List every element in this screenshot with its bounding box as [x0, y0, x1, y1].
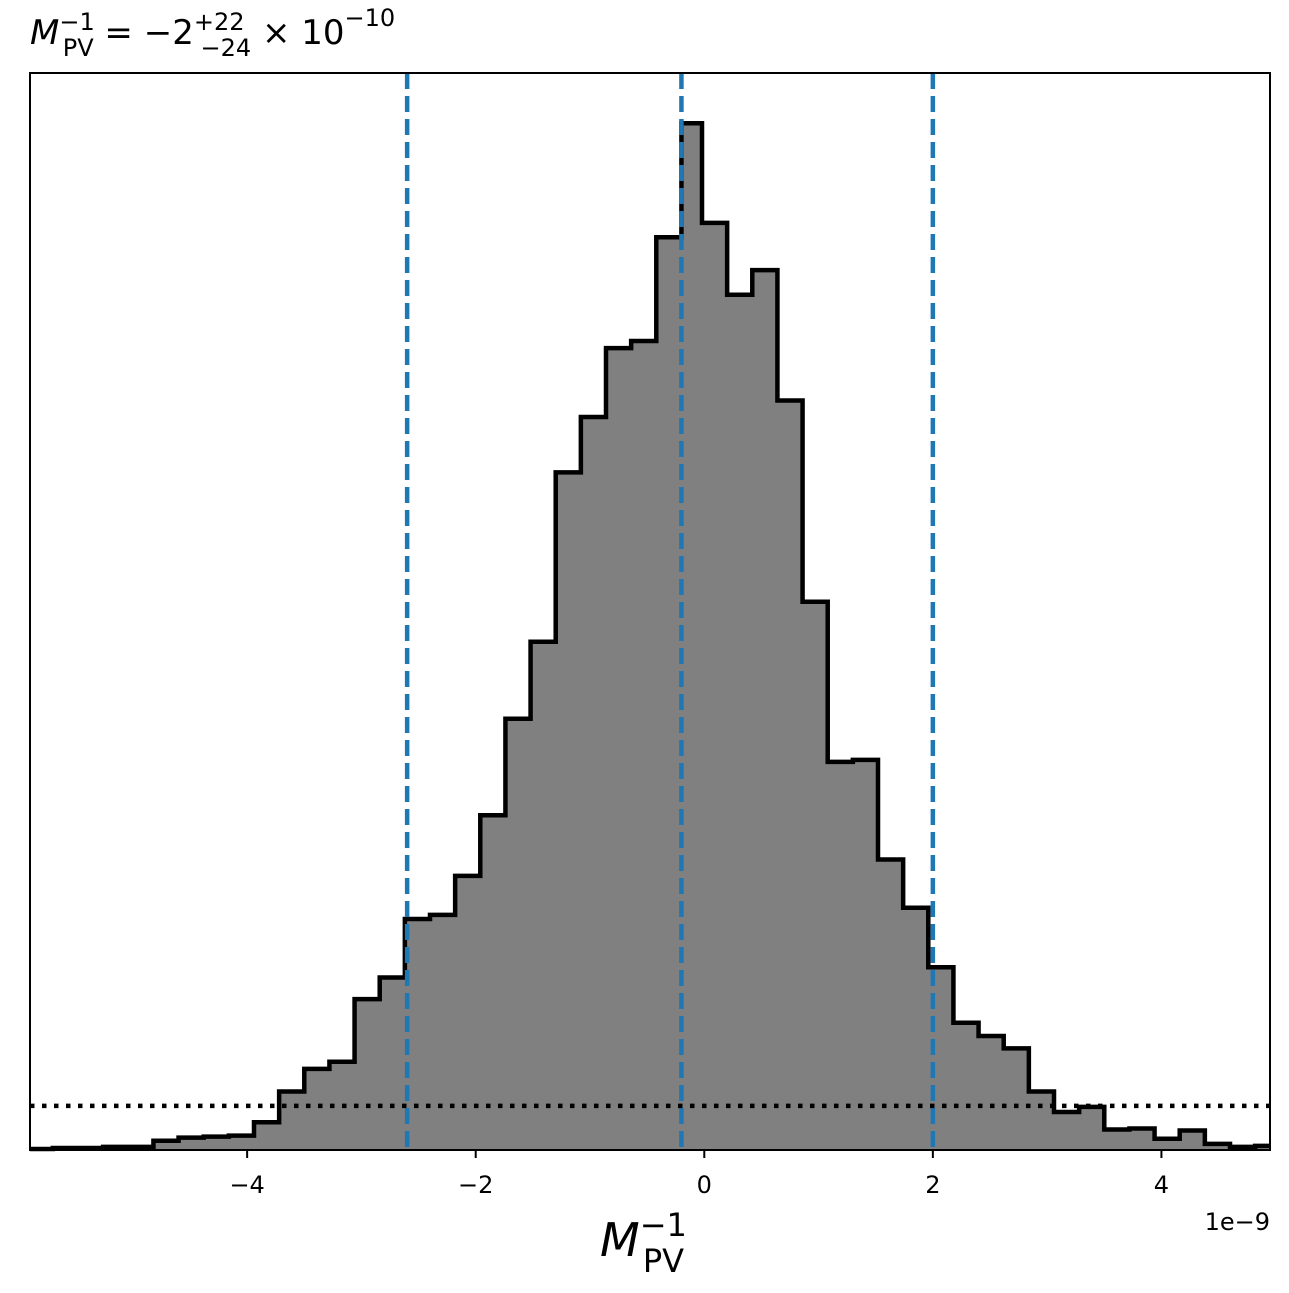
chart-title: M−1 PV = −2+22 −24 × 10−10: [30, 4, 395, 62]
title-symbol-sub: PV: [63, 34, 94, 62]
xlabel-sub: PV: [643, 1242, 684, 1280]
title-equals: =: [94, 13, 144, 53]
quantile-lines: [404, 73, 936, 1150]
x-tick-label: −2: [458, 1171, 493, 1199]
title-times: × 10: [251, 13, 344, 53]
histogram-outline: [30, 121, 1270, 1152]
title-err-minus: −24: [201, 34, 252, 62]
title-exponent: −10: [345, 4, 396, 32]
xlabel-symbol: M: [600, 1213, 640, 1267]
title-err-plus: +22: [194, 8, 245, 36]
x-axis-label: M−1 PV: [600, 1206, 687, 1280]
x-tick-label: −4: [229, 1171, 264, 1199]
x-tick-label: 4: [1154, 1171, 1169, 1199]
title-symbol: M: [30, 13, 59, 53]
x-tick-label: 2: [925, 1171, 940, 1199]
x-ticks: −4 −2 0 2 4: [229, 1150, 1169, 1199]
title-median: −2: [144, 13, 194, 53]
xlabel-sup: −1: [640, 1206, 687, 1244]
title-symbol-sup: −1: [59, 8, 94, 36]
axes-frame: [29, 72, 1271, 1151]
x-offset-label: 1e−9: [1205, 1208, 1270, 1236]
histogram-fill: [30, 123, 1270, 1151]
x-tick-label: 0: [697, 1171, 712, 1199]
